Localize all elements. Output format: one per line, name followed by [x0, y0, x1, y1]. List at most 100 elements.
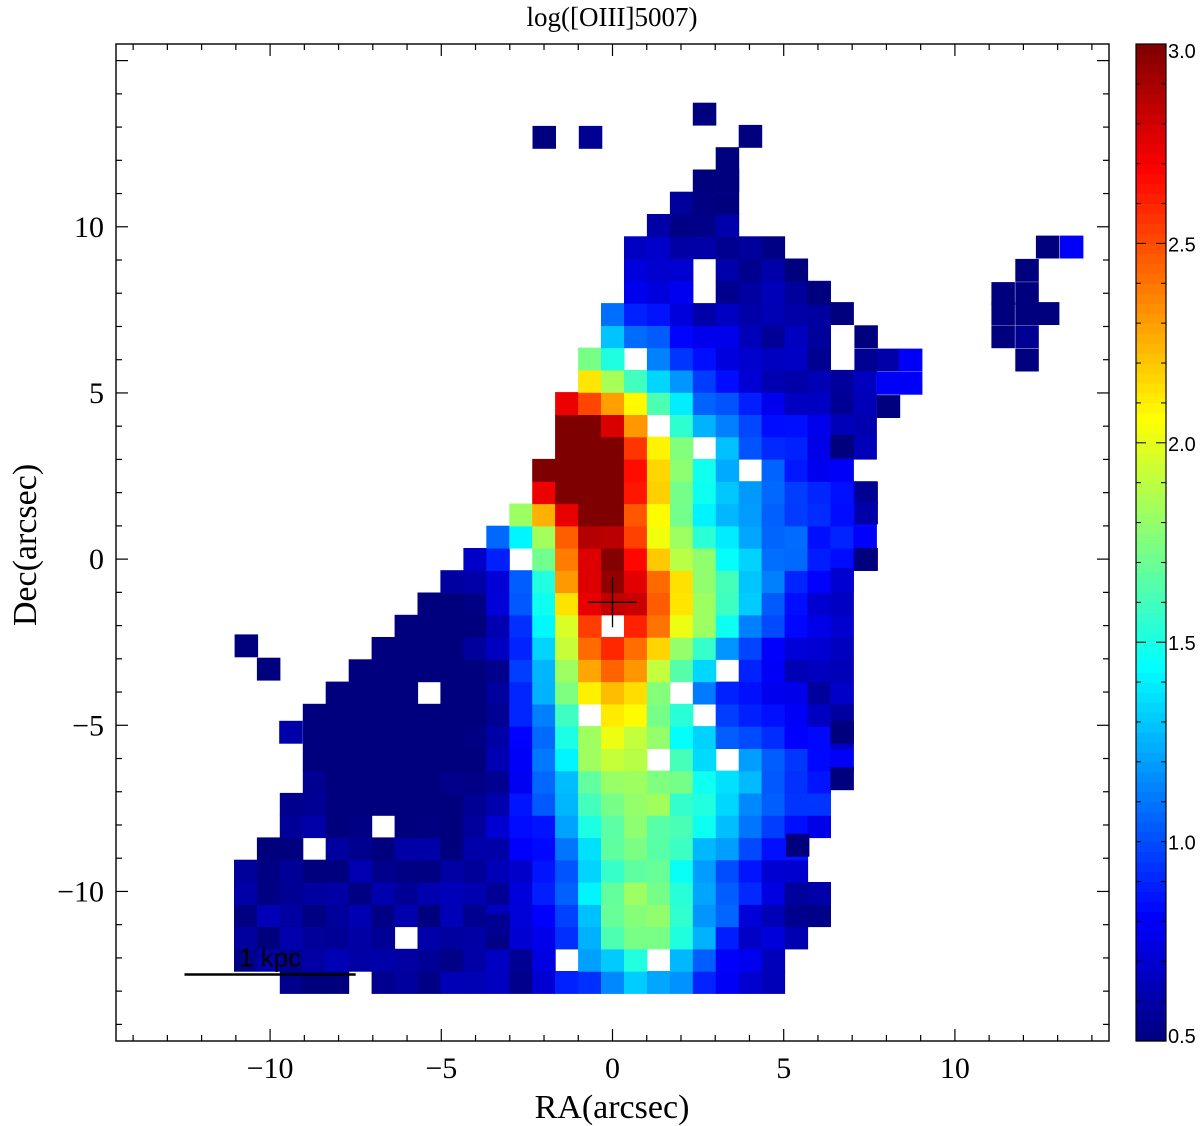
heatmap-cell [761, 859, 786, 883]
heatmap-cell [738, 770, 763, 794]
heatmap-cell [692, 102, 717, 126]
heatmap-cell [784, 481, 809, 505]
heatmap-cell [325, 792, 350, 816]
heatmap-cell [555, 570, 579, 594]
heatmap-cell [646, 347, 671, 371]
heatmap-cell [532, 481, 556, 505]
heatmap-cell [669, 904, 694, 928]
heatmap-cell [463, 703, 487, 727]
heatmap-cell [509, 770, 533, 794]
heatmap-cell [807, 458, 831, 482]
heatmap-cell [807, 703, 831, 727]
heatmap-cell [601, 971, 625, 994]
heatmap-cell [417, 904, 441, 928]
heatmap-cell [348, 659, 373, 683]
heatmap-cell [601, 748, 625, 772]
heatmap-cell [348, 748, 373, 772]
heatmap-cell [440, 792, 464, 816]
heatmap-cell [738, 303, 763, 326]
heatmap-cell [692, 726, 717, 749]
heatmap-cell [578, 369, 602, 393]
colorbar-segment [1136, 572, 1166, 583]
heatmap-cell [463, 792, 487, 816]
heatmap-cell [669, 436, 694, 460]
heatmap-cell [256, 837, 281, 861]
colorbar-segment [1136, 811, 1166, 823]
heatmap-cell [715, 837, 740, 861]
heatmap-cell [601, 926, 625, 950]
colorbar-segment [1136, 652, 1166, 663]
heatmap-cell [532, 792, 556, 816]
heatmap-cell [669, 214, 694, 237]
heatmap-cell [394, 681, 419, 705]
heatmap-cell [624, 815, 648, 839]
heatmap-cell [394, 792, 419, 816]
heatmap-cell [486, 681, 510, 705]
heatmap-cell [669, 882, 694, 905]
heatmap-cell [578, 815, 602, 839]
colorbar-segment [1136, 402, 1166, 414]
colorbar-segment [1136, 791, 1166, 803]
heatmap-cell [532, 548, 556, 571]
heatmap-cell [325, 770, 350, 794]
heatmap-cell [761, 458, 786, 482]
colorbar-segment [1136, 44, 1166, 55]
center-marker [588, 577, 637, 628]
heatmap-cell [807, 659, 831, 683]
heatmap-cell [806, 282, 830, 305]
heatmap-cell [830, 548, 854, 571]
heatmap-cell [646, 637, 671, 660]
heatmap-cell [715, 726, 740, 749]
x-tick-label: 10 [940, 1052, 970, 1085]
heatmap-cell [784, 859, 809, 883]
heatmap-cell [532, 748, 556, 772]
heatmap-cell [234, 634, 259, 658]
heatmap-cell [555, 414, 579, 438]
heatmap-cell [486, 659, 510, 683]
heatmap-cell [761, 436, 786, 460]
heatmap-cell [555, 681, 579, 705]
heatmap-cell [784, 614, 809, 638]
heatmap-cell [761, 592, 786, 616]
heatmap-cell [830, 567, 854, 591]
heatmap-cell [440, 748, 464, 772]
heatmap-cell [761, 369, 786, 393]
heatmap-cell [555, 592, 579, 616]
heatmap-cell [853, 414, 877, 438]
heatmap-cell [486, 913, 510, 937]
heatmap-cell [555, 748, 579, 772]
heatmap-cell [532, 948, 556, 972]
heatmap-cell [784, 548, 809, 571]
heatmap-cell [738, 948, 763, 972]
heatmap-cell [646, 859, 671, 883]
heatmap-cell [532, 815, 556, 839]
heatmap-cell [463, 971, 487, 994]
heatmap-cell [669, 414, 694, 438]
heatmap-cell [371, 837, 396, 861]
heatmap-cell [532, 637, 556, 660]
heatmap-cell [578, 770, 602, 794]
heatmap-cell [738, 570, 763, 594]
colorbar-segment [1136, 871, 1166, 883]
heatmap-cell [601, 770, 625, 794]
heatmap-cell [509, 726, 533, 749]
colorbar-segment [1136, 412, 1166, 424]
heatmap-cell [830, 503, 854, 527]
heatmap-cell [555, 392, 579, 415]
heatmap-cell [394, 726, 419, 749]
heatmap-cell [279, 948, 304, 972]
heatmap-cell [555, 926, 579, 950]
heatmap-cell [417, 614, 441, 638]
heatmap-cell [578, 948, 602, 972]
colorbar-segment [1136, 373, 1166, 384]
colorbar-segment [1136, 472, 1166, 484]
heatmap-cell [646, 369, 671, 393]
colorbar-segment [1136, 731, 1166, 743]
colorbar-segment [1136, 502, 1166, 514]
colorbar-segment [1136, 921, 1166, 932]
heatmap-cell [509, 659, 533, 683]
heatmap-cell [784, 926, 809, 950]
heatmap-cell [784, 525, 809, 549]
colorbar-segment [1136, 991, 1166, 1002]
heatmap-cell [692, 659, 717, 683]
